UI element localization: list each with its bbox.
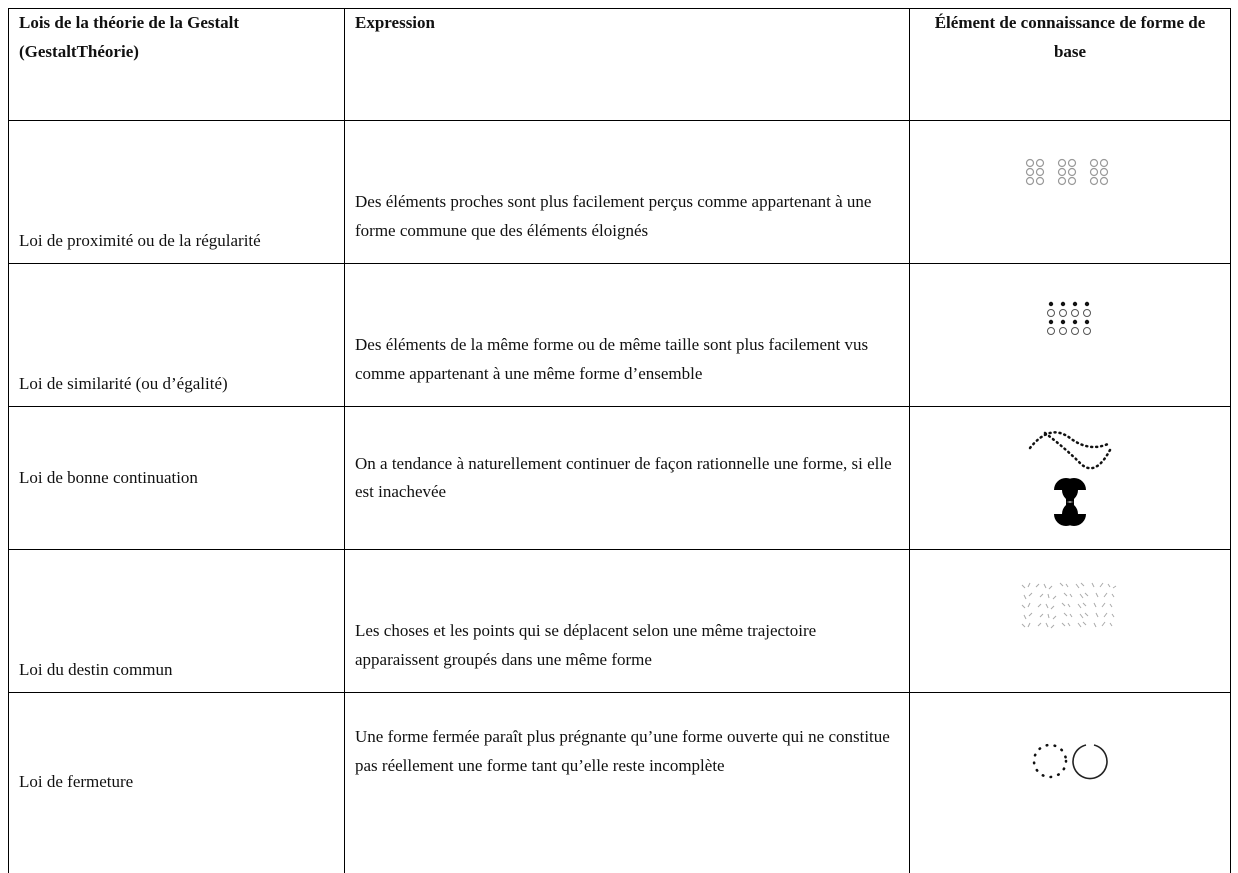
continuation-figure [1028, 431, 1112, 527]
figure-cell [909, 549, 1231, 693]
expression-cell: Des éléments proches sont plus facilemen… [344, 120, 910, 264]
expression-cell: Les choses et les points qui se déplacen… [344, 549, 910, 693]
header-cell: Élément de connaissance de forme de base [909, 8, 1231, 121]
figure-cell [909, 263, 1231, 407]
expression-cell: On a tendance à naturellement continuer … [344, 406, 910, 550]
row: Loi de similarité (ou d’égalité) Des élé… [8, 263, 1231, 407]
gestalt-table: Lois de la théorie de la Gestalt (Gestal… [8, 8, 1231, 873]
figure-cell [909, 406, 1231, 550]
row: Loi de bonne continuation On a tendance … [8, 406, 1231, 550]
proximity-figure [1025, 159, 1109, 186]
figure-cell [909, 120, 1231, 264]
figure-cell [909, 692, 1231, 873]
law-cell: Loi du destin commun [8, 549, 345, 693]
header-cell: Lois de la théorie de la Gestalt (Gestal… [8, 8, 345, 121]
expression-cell: Une forme fermée paraît plus prégnante q… [344, 692, 910, 873]
row: Loi de proximité ou de la régularité Des… [8, 120, 1231, 264]
common-fate-figure [1021, 582, 1117, 629]
expression-cell: Des éléments de la même forme ou de même… [344, 263, 910, 407]
law-cell: Loi de similarité (ou d’égalité) [8, 263, 345, 407]
similarity-figure [1047, 302, 1091, 336]
row: Loi du destin commun Les choses et les p… [8, 549, 1231, 693]
row: Loi de fermeture Une forme fermée paraît… [8, 692, 1231, 873]
header-cell: Expression [344, 8, 910, 121]
law-cell: Loi de fermeture [8, 692, 345, 873]
closure-figure [1032, 743, 1108, 780]
law-cell: Loi de proximité ou de la régularité [8, 120, 345, 264]
law-cell: Loi de bonne continuation [8, 406, 345, 550]
header-row: Lois de la théorie de la Gestalt (Gestal… [8, 8, 1231, 121]
